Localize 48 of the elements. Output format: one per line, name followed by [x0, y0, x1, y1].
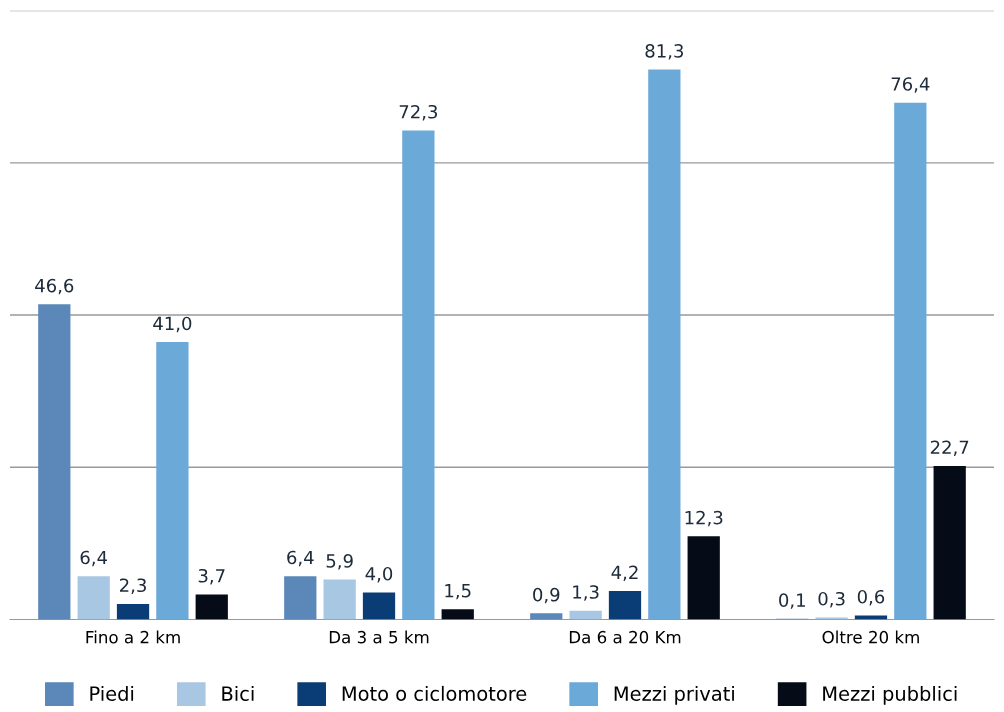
legend-label: Bici [222, 685, 254, 701]
data-label: 12,3 [685, 510, 723, 527]
data-label: 1,5 [445, 584, 471, 600]
data-label: 0,6 [857, 589, 885, 606]
data-label: 3,7 [198, 568, 225, 585]
data-label: 41,0 [153, 316, 192, 333]
bar [362, 592, 396, 620]
bar [894, 102, 927, 620]
bar [77, 576, 110, 620]
x-tick-label: Fino a 2 km [86, 630, 180, 644]
data-label: 6,4 [287, 550, 314, 567]
data-label: 81,3 [645, 44, 683, 60]
x-tick-label: Oltre 20 km [822, 630, 919, 644]
x-tick-label: Da 3 a 5 km [329, 630, 429, 644]
bar [156, 342, 189, 620]
bar [116, 603, 150, 620]
legend-label: Mezzi pubblici [823, 685, 957, 705]
legend-label: Moto o ciclomotore [342, 685, 527, 701]
bar [854, 615, 888, 620]
bar [608, 591, 642, 620]
data-label: 22,7 [930, 440, 969, 456]
data-label: 4,0 [365, 566, 393, 583]
bar [441, 609, 474, 620]
data-label: 1,3 [573, 585, 599, 601]
bar [323, 579, 356, 620]
bar [38, 304, 71, 620]
data-label: 0,9 [533, 587, 560, 604]
data-label: 0,1 [779, 593, 805, 609]
data-label: 72,3 [399, 104, 438, 121]
bar [284, 576, 317, 620]
legend-label: Piedi [90, 685, 134, 701]
bar [815, 617, 848, 620]
bar [530, 613, 563, 620]
bar [569, 610, 602, 620]
data-label: 0,3 [818, 591, 845, 608]
data-label: 76,4 [891, 77, 930, 93]
data-label: 46,6 [35, 278, 74, 295]
legend-label: Mezzi privati [614, 685, 734, 705]
bar [933, 465, 966, 620]
data-label: 4,2 [611, 565, 638, 582]
x-tick-label: Da 6 a 20 Km [569, 630, 681, 644]
bar [195, 594, 228, 620]
bar [402, 130, 435, 620]
bar [687, 536, 720, 620]
data-label: 2,3 [120, 578, 146, 594]
data-label: 6,4 [80, 550, 108, 567]
data-label: 5,9 [326, 554, 353, 570]
bar [648, 69, 681, 620]
